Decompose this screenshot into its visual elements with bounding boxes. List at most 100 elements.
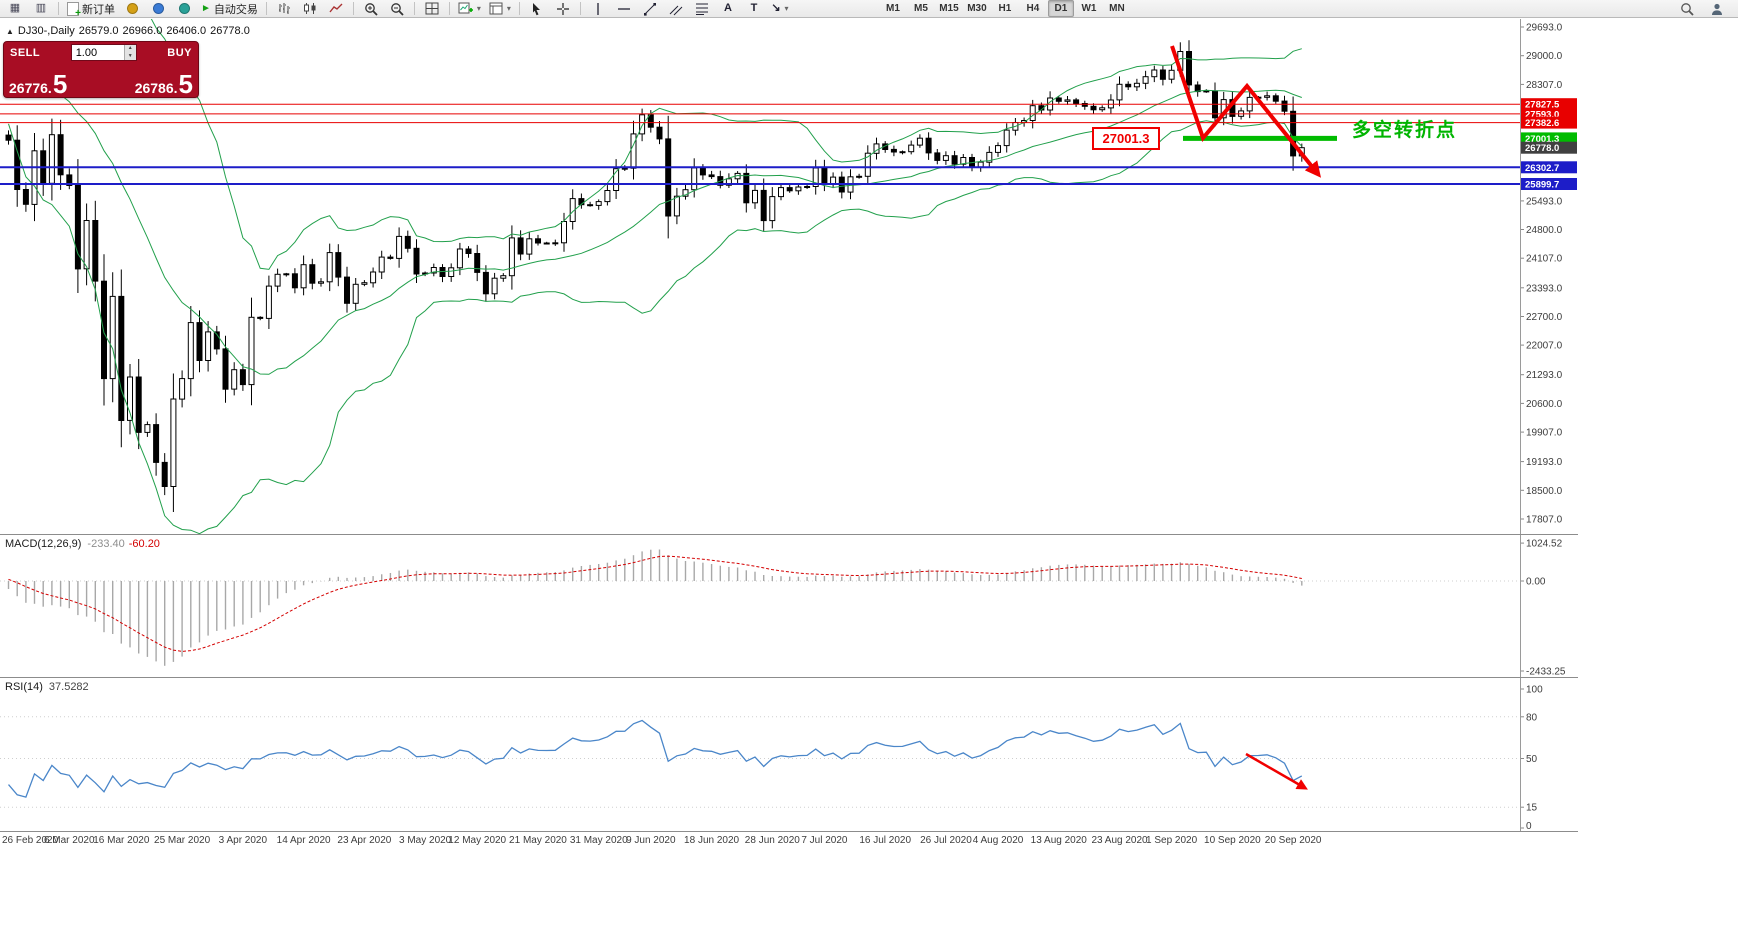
buy-button[interactable]: 26786. 5 [134,69,193,100]
panel-splitter[interactable] [0,534,1578,535]
ohlc-open: 26579.0 [78,25,119,37]
volume-box: ▲ ▼ [70,44,137,61]
date-label: 4 Aug 2020 [972,835,1024,846]
svg-text:17807.0: 17807.0 [1526,515,1563,526]
toolbar-separator [579,2,581,15]
market-watch-icon[interactable] [120,0,144,18]
svg-text:15: 15 [1526,803,1538,814]
svg-text:1024.52: 1024.52 [1526,539,1563,550]
trendline-tool-icon[interactable] [638,0,662,18]
macd-panel[interactable]: 1024.52 0.00 -2433.25 [0,535,1578,678]
new-order-button[interactable]: + 新订单 [64,0,118,18]
toolbar-right-group [1674,0,1730,18]
chevron-down-icon: ▾ [476,4,481,13]
chart-ohlc-header: ▲ DJ30-,Daily 26579.0 26966.0 26406.0 26778.0 [6,25,254,37]
rsi-label: RSI(14) 37.5282 [5,681,89,693]
play-icon: ► [201,2,211,14]
date-label: 9 Jun 2020 [626,835,676,846]
timeframe-m15[interactable]: M15 [939,3,959,14]
toolbar: ▦ ▥ + 新订单 ► 自动交易 ▾ ▾ A [0,0,1738,18]
date-label: 28 Jun 2020 [744,835,800,846]
text-tool-icon[interactable]: A [723,2,732,14]
timeframe-w1[interactable]: W1 [1081,3,1097,14]
search-icon[interactable] [1675,0,1699,18]
svg-text:50: 50 [1526,754,1538,765]
timeframe-d1[interactable]: D1 [1047,0,1074,17]
sell-button[interactable]: 26776. 5 [9,69,68,100]
svg-text:0: 0 [1526,821,1532,831]
autotrading-button[interactable]: ► 自动交易 [201,2,258,16]
date-label: 13 Aug 2020 [1030,835,1087,846]
volume-down-button[interactable]: ▼ [123,52,136,60]
arrows-tool-icon[interactable]: ↘ ▾ [771,2,789,14]
buy-label: BUY [167,46,192,59]
date-label: 14 Apr 2020 [276,835,331,846]
volume-input[interactable] [71,46,122,59]
svg-text:26778.0: 26778.0 [1525,143,1559,154]
svg-text:27001.3: 27001.3 [1525,134,1559,145]
date-label: 3 May 2020 [398,835,452,846]
svg-text:24107.0: 24107.0 [1526,254,1563,265]
vertical-line-tool-icon[interactable] [586,0,610,18]
date-label: 12 May 2020 [448,835,507,846]
svg-text:22700.0: 22700.0 [1526,312,1563,323]
macd-label: MACD(12,26,9) -233.40 -60.20 [5,538,160,550]
toolbar-separator [58,2,59,15]
svg-text:27827.5: 27827.5 [1525,100,1560,111]
date-label: 16 Mar 2020 [93,835,150,846]
svg-text:25899.7: 25899.7 [1525,180,1559,191]
toolbar-separator [448,2,450,15]
terminal-panel-icon[interactable] [172,0,196,18]
collapse-icon[interactable]: ▲ [6,27,14,36]
cursor-icon[interactable] [525,0,549,18]
line-chart-icon[interactable] [324,0,348,18]
zoom-in-icon[interactable] [359,0,383,18]
panel-splitter[interactable] [0,677,1578,678]
timeframe-m30[interactable]: M30 [967,3,987,14]
profiles-icon[interactable]: ▥ [35,2,47,14]
main-chart-panel[interactable]: 29693.0 29000.0 28307.0 25493.0 24800.0 24107… [0,19,1578,535]
zoom-out-icon[interactable] [385,0,409,18]
svg-text:20600.0: 20600.0 [1526,399,1563,410]
macd-value-signal: -60.20 [128,538,160,550]
candlestick-chart-icon[interactable] [298,0,322,18]
rsi-panel[interactable]: 100 80 50 15 0 [0,678,1578,832]
date-label: 7 Jul 2020 [801,835,848,846]
timeframe-mn[interactable]: MN [1109,3,1125,14]
timeframe-h4[interactable]: H4 [1026,3,1040,14]
indicators-icon[interactable]: ▾ [455,0,484,18]
fibonacci-tool-icon[interactable] [690,0,714,18]
date-label: 23 Aug 2020 [1091,835,1148,846]
date-label: 16 Jul 2020 [859,835,912,846]
timeframe-m1[interactable]: M1 [885,3,900,14]
date-label: 26 Feb 2020 [2,835,59,846]
toolbar-separator [265,2,267,15]
rsi-value: 37.5282 [48,681,89,693]
channel-tool-icon[interactable] [664,0,688,18]
navigator-icon[interactable] [146,0,170,18]
account-icon[interactable] [1705,0,1729,18]
bar-chart-icon[interactable] [272,0,296,18]
svg-text:-2433.25: -2433.25 [1526,667,1566,678]
horizontal-line-tool-icon[interactable] [612,0,636,18]
crosshair-icon[interactable] [551,0,575,18]
volume-up-button[interactable]: ▲ [123,45,136,53]
date-label: 20 Sep 2020 [1264,835,1322,846]
svg-text:18500.0: 18500.0 [1526,486,1563,497]
date-label: 18 Jun 2020 [684,835,740,846]
date-axis[interactable]: 26 Feb 2020 6 Mar 2020 16 Mar 2020 25 Mar 2… [0,832,1578,850]
new-chart-icon[interactable]: ▦ [9,2,21,14]
timeframe-h1[interactable]: H1 [998,3,1012,14]
svg-text:21293.0: 21293.0 [1526,370,1563,381]
svg-text:80: 80 [1526,712,1538,723]
timeframe-m5[interactable]: M5 [913,3,928,14]
label-tool-icon[interactable]: T [750,2,758,14]
date-label: 10 Sep 2020 [1204,835,1261,846]
price-axis-separator [1520,19,1521,831]
date-label: 23 Apr 2020 [337,835,392,846]
tile-windows-icon[interactable] [420,0,444,18]
templates-icon[interactable]: ▾ [486,0,514,18]
svg-text:26302.7: 26302.7 [1525,163,1559,174]
one-click-trading-panel: SELL ▲ ▼ BUY 26776.5 26786.5 [3,41,199,98]
